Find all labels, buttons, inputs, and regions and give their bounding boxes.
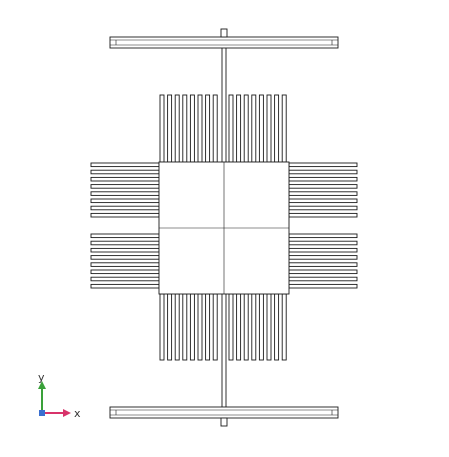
fin-right — [288, 198, 358, 204]
fin-left — [90, 240, 160, 246]
fin-block-bottom — [159, 293, 287, 361]
fin-left — [90, 262, 160, 267]
fin-block-left — [90, 162, 160, 289]
fin-right — [288, 262, 358, 267]
fin-right — [288, 276, 358, 282]
fin-bottom — [251, 293, 257, 361]
fin-left — [90, 233, 160, 239]
fin-top — [159, 94, 165, 163]
fin-right — [288, 233, 358, 239]
fin-top — [228, 94, 234, 163]
fin-bottom — [159, 293, 165, 361]
fin-bottom — [274, 293, 280, 361]
fin-block-top — [159, 94, 287, 163]
bottom-clamp-bar — [109, 406, 339, 427]
fin-bottom — [212, 293, 218, 361]
fin-bottom — [243, 293, 249, 361]
fin-bottom — [189, 293, 195, 361]
fin-bottom — [228, 293, 234, 361]
fin-bottom — [205, 293, 211, 361]
fin-left — [90, 176, 160, 182]
fin-top — [258, 94, 264, 163]
fin-bottom — [182, 293, 188, 361]
fin-right — [288, 269, 358, 275]
fin-top — [174, 94, 180, 163]
triad-origin-marker — [39, 410, 45, 416]
fin-top — [205, 94, 211, 163]
fin-bottom — [236, 293, 242, 361]
fin-left — [90, 283, 160, 289]
axis-label-x: x — [74, 407, 81, 420]
fin-left — [90, 169, 160, 175]
fin-bottom — [197, 293, 203, 361]
fin-left — [90, 212, 160, 218]
fin-left — [90, 269, 160, 275]
fin-left — [90, 191, 160, 196]
fin-block-right — [288, 162, 358, 289]
fin-top — [281, 94, 287, 163]
fin-right — [288, 191, 358, 196]
fin-right — [288, 255, 358, 260]
fin-bottom — [281, 293, 287, 361]
fin-bottom — [266, 293, 272, 361]
fin-right — [288, 240, 358, 246]
fin-bottom — [167, 293, 173, 361]
fin-top — [189, 94, 195, 163]
fin-top — [167, 94, 173, 163]
fin-right — [288, 184, 358, 189]
fin-top — [243, 94, 249, 163]
top-clamp-bar — [109, 28, 339, 49]
fin-bottom — [174, 293, 180, 361]
fin-right — [288, 169, 358, 175]
fin-left — [90, 205, 160, 211]
fin-right — [288, 162, 358, 168]
fin-top — [251, 94, 257, 163]
fin-left — [90, 247, 160, 253]
fin-right — [288, 247, 358, 253]
fin-top — [182, 94, 188, 163]
fin-right — [288, 176, 358, 182]
fin-right — [288, 205, 358, 211]
fin-left — [90, 162, 160, 168]
fin-top — [236, 94, 242, 163]
core-block — [158, 161, 290, 295]
fin-bottom — [258, 293, 264, 361]
fin-left — [90, 276, 160, 282]
fin-left — [90, 255, 160, 260]
axis-triad: y x — [38, 371, 81, 420]
fin-top — [274, 94, 280, 163]
fin-right — [288, 283, 358, 289]
fin-top — [197, 94, 203, 163]
fin-left — [90, 198, 160, 204]
fin-top — [212, 94, 218, 163]
fin-top — [266, 94, 272, 163]
fin-right — [288, 212, 358, 218]
fin-left — [90, 184, 160, 189]
axis-label-y: y — [38, 371, 45, 384]
